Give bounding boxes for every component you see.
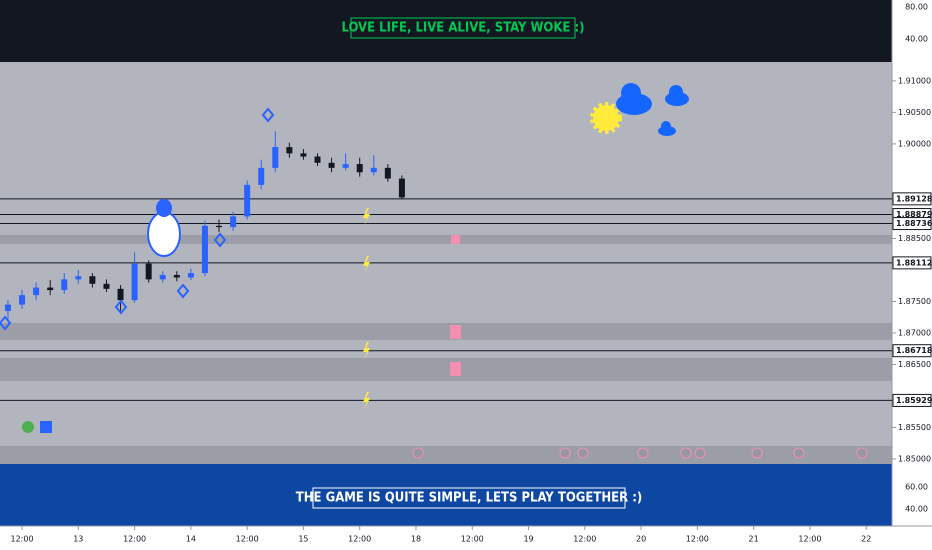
x-tick-label: 21 (749, 535, 759, 544)
top-pane (0, 0, 892, 62)
x-tick-label: 15 (298, 535, 308, 544)
y-tick-label: 1.85000 (898, 454, 931, 463)
candle-body (61, 279, 68, 291)
candle-body (384, 167, 391, 179)
candle-body (33, 287, 40, 296)
candle-body (201, 225, 208, 274)
x-tick-label: 12:00 (686, 535, 709, 544)
x-tick-label: 14 (186, 535, 196, 544)
level-label: 1.88112 (896, 258, 932, 267)
candle-body (398, 178, 405, 198)
candle-body (216, 225, 223, 228)
candle-body (89, 276, 96, 284)
candle-body (145, 263, 152, 280)
level-label: 1.88736 (896, 219, 932, 228)
x-tick-label: 13 (73, 535, 83, 544)
candle-body (159, 274, 166, 280)
candle-body (173, 274, 180, 278)
level-label: 1.89128 (896, 194, 932, 203)
y-tick-label: 1.88500 (898, 234, 931, 243)
candle-body (356, 164, 363, 173)
zone (0, 322, 892, 340)
level-label: 1.86718 (896, 346, 932, 355)
candle-body (272, 147, 279, 168)
candle-body (230, 216, 237, 228)
candle-body (370, 167, 377, 173)
pane-tick-label: 80.00 (905, 3, 928, 12)
cloud-icon (616, 83, 689, 136)
lightning-icon (363, 208, 370, 410)
candle-body (75, 276, 82, 280)
decorations (0, 83, 868, 459)
candle-body (300, 153, 307, 157)
x-tick-label: 12:00 (461, 535, 484, 544)
candle-body (187, 273, 194, 278)
y-tick-label: 1.86500 (898, 360, 931, 369)
zone (0, 234, 892, 244)
diamond-marker (0, 107, 275, 331)
x-tick-label: 12:00 (798, 535, 821, 544)
zone (0, 445, 892, 464)
candle-body (131, 263, 138, 301)
level-label-box (892, 344, 932, 358)
x-tick-label: 19 (523, 535, 533, 544)
candle-body (314, 156, 321, 163)
candle-body (47, 287, 54, 291)
plot-layer: 1.91000 1.90500 1.90000 1.88500 1.87500 1.870… (0, 76, 932, 544)
candle-body (342, 164, 349, 168)
x-tick-label: 18 (411, 535, 421, 544)
pane-tick-label: 40.00 (905, 35, 928, 44)
pane-tick-label: 40.00 (905, 505, 928, 514)
event-icon (412, 447, 868, 459)
y-tick-label: 1.87000 (898, 328, 931, 337)
y-tick-label: 1.91000 (898, 76, 931, 85)
pane-tick-label: 60.00 (905, 483, 928, 492)
y-tick-label: 1.90500 (898, 108, 931, 117)
top-title: LOVE LIFE, LIVE ALIVE, STAY WOKE :) (341, 21, 584, 36)
level-label: 1.85929 (896, 396, 932, 405)
candle-body (258, 167, 265, 185)
level-label-box (892, 217, 932, 231)
puzzle-icon (40, 421, 52, 433)
level-label-box (892, 393, 932, 407)
x-tick-label: 20 (636, 535, 646, 544)
x-tick-label: 12:00 (348, 535, 371, 544)
candle-body (244, 184, 251, 217)
x-tick-label: 12:00 (123, 535, 146, 544)
sun-icon (590, 102, 622, 134)
marker-icon (450, 235, 461, 376)
bottom-pane (0, 464, 892, 526)
bottom-title: THE GAME IS QUITE SIMPLE, LETS PLAY TOGE… (296, 491, 642, 506)
title-box (312, 487, 626, 509)
x-tick-label: 12:00 (236, 535, 259, 544)
candle-body (117, 288, 124, 301)
candle-body (286, 147, 293, 154)
x-tick-label: 22 (861, 535, 871, 544)
y-tick-label: 1.85500 (898, 423, 931, 432)
title-box (350, 17, 576, 39)
level-label-box (892, 192, 932, 206)
penguin-icon (147, 199, 181, 257)
y-tick-label: 1.90000 (898, 139, 931, 148)
x-tick-label: 12:00 (573, 535, 596, 544)
zone (0, 357, 892, 381)
candle-body (103, 283, 110, 289)
x-tick-label: 12:00 (11, 535, 34, 544)
candle-body (328, 162, 335, 168)
level-label: 1.88879 (896, 210, 932, 219)
candle-body (19, 295, 26, 305)
candle-body (4, 304, 11, 311)
level-label-box (892, 256, 932, 270)
y-tick-label: 1.87500 (898, 297, 931, 306)
smile-icon (22, 421, 34, 433)
